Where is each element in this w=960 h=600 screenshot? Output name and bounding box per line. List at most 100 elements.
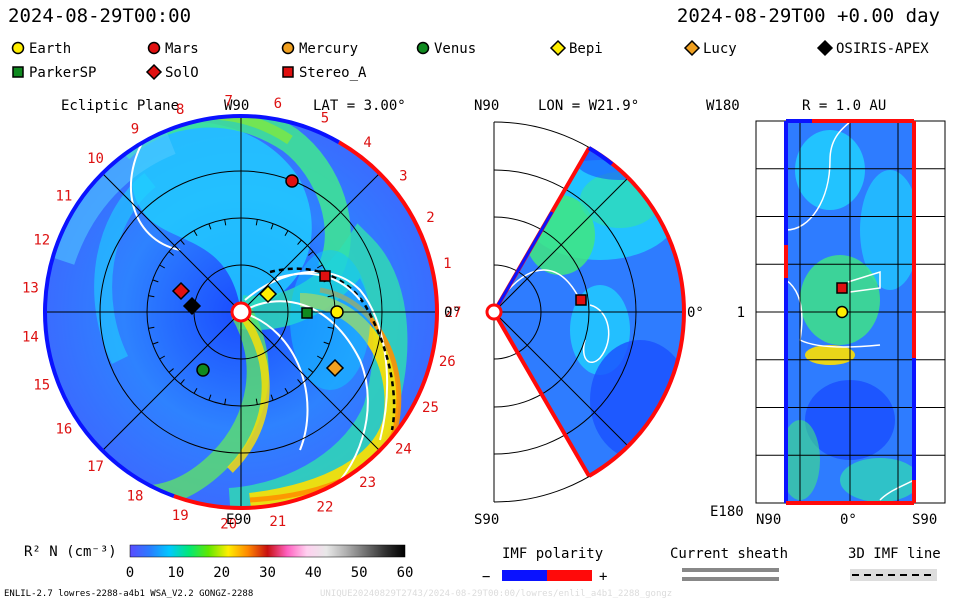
stereo-a-marker [319,270,331,282]
wedge-outer-arc [587,146,687,478]
legend-marker [11,41,25,55]
legend-marker [147,41,161,55]
radial-axis-n90: N90 [756,512,781,528]
colorbar: R² N (cm⁻³) 0 10 20 30 40 50 60 [24,544,413,581]
ecliptic-bottom-label: E90 [226,512,251,528]
hour-label: 27 [445,305,462,321]
hour-label: 10 [87,151,104,167]
legend-item-earth: Earth [11,41,71,57]
legend-item-mercury: Mercury [281,41,358,57]
hour-label: 8 [176,102,184,118]
hour-label: 26 [439,354,456,370]
imf-line-legend: 3D IMF line [848,546,941,581]
ecliptic-panel: Ecliptic Plane W90 LAT = 3.00° [22,93,461,532]
colorbar-tick-label: 50 [351,565,368,581]
body-legend: Earth Mars Mercury Venus Bepi Lucy OSIRIS-APEX… [11,39,929,81]
radial-panel: W180 R = 1.0 AU 1 E180 N90 0° S9 [706,98,946,528]
colorbar-tick-label: 40 [305,565,322,581]
hour-label: 9 [131,121,139,137]
legend-label: Bepi [569,41,603,57]
legend-item-osiris-apex: OSIRIS-APEX [816,39,929,57]
legend-item-venus: Venus [416,41,476,57]
hour-label: 13 [22,280,39,296]
hour-label: 7 [224,93,232,109]
hour-label: 22 [317,500,334,516]
ecliptic-title: Ecliptic Plane [61,98,179,114]
hour-label: 4 [363,135,371,151]
radial-mid-left-label: 1 [737,305,745,321]
colorbar-bar [129,544,406,558]
meridional-bottom-label: S90 [474,512,499,528]
wedge-edge-lower [492,310,591,478]
timestamp-left: 2024-08-29T00:00 [8,5,191,27]
hour-label: 11 [55,189,72,205]
legend-marker [12,66,24,78]
legend-label: OSIRIS-APEX [836,41,929,57]
radial-top-left-label: W180 [706,98,740,114]
ecliptic-border-positive [173,140,439,510]
hour-label: 17 [87,459,104,475]
hour-label: 12 [33,232,50,248]
legend-marker [145,63,163,81]
imf-polarity-positive-swatch [547,570,592,581]
venus-marker [196,363,210,377]
radial-axis-s90: S90 [912,512,937,528]
parkersp-marker [301,307,313,319]
legend-item-lucy: Lucy [683,39,737,57]
current-sheath-line-2 [682,577,779,581]
legend-item-parkersp: ParkerSP [12,65,96,81]
legend-label: ParkerSP [29,65,96,81]
hour-label: 24 [395,441,412,457]
hour-label: 25 [422,400,439,416]
radial-axis-0: 0° [840,512,857,528]
colorbar-ticks: 0 10 20 30 40 50 60 [126,565,414,581]
legend-label: Lucy [703,41,737,57]
current-sheath-line-1 [682,568,779,572]
legend-label: Mercury [299,41,358,57]
hour-label: 23 [359,475,376,491]
meridional-top-label: N90 [474,98,499,114]
ecliptic-top-label: W90 [224,98,249,114]
legend-marker [816,39,834,57]
colorbar-tick-label: 60 [397,565,414,581]
hour-label: 3 [399,169,407,185]
current-sheath-title: Current sheath [670,546,788,562]
lucy-marker [325,358,345,378]
earth-radial-marker [835,305,849,319]
ecliptic-right-label: 0° [444,305,461,321]
solo-marker [171,281,191,301]
hour-label: 15 [33,378,50,394]
footer-left: ENLIL-2.7 lowres-2288-a4b1 WSA_V2.2 GONG… [4,589,253,599]
imf-polarity-title: IMF polarity [502,546,603,562]
current-sheath-legend: Current sheath [670,546,788,581]
colorbar-tick-label: 20 [213,565,230,581]
stereo-a-radial-marker [836,282,848,294]
imf-polarity-negative-swatch [502,570,547,581]
colorbar-tick-label: 30 [259,565,276,581]
imf-line-title: 3D IMF line [848,546,941,562]
hour-label: 16 [55,421,72,437]
imf-polarity-legend: IMF polarity − + [482,546,607,585]
osiris-apex-marker [182,296,202,316]
radial-bottom-left-label: E180 [710,504,744,520]
legend-marker [549,39,567,57]
legend-item-stereo-a: Stereo_A [282,65,367,81]
sun-marker-meridional [485,303,503,321]
imf-polarity-plus: + [599,569,607,585]
legend-item-bepi: Bepi [549,39,603,57]
legend-marker [683,39,701,57]
lon-label: LON = W21.9° [538,98,639,114]
legend-label: Venus [434,41,476,57]
wedge-edge-upper-negative [492,211,554,313]
sun-marker [230,301,252,323]
legend-label: Earth [29,41,71,57]
timestamp-right: 2024-08-29T00 +0.00 day [677,5,940,27]
legend-label: Stereo_A [299,65,367,81]
hour-label: 5 [321,110,329,126]
colorbar-tick-label: 10 [167,565,184,581]
stereo-a-meridional-marker [575,294,587,306]
hour-label: 19 [172,508,189,524]
legend-marker [282,66,294,78]
